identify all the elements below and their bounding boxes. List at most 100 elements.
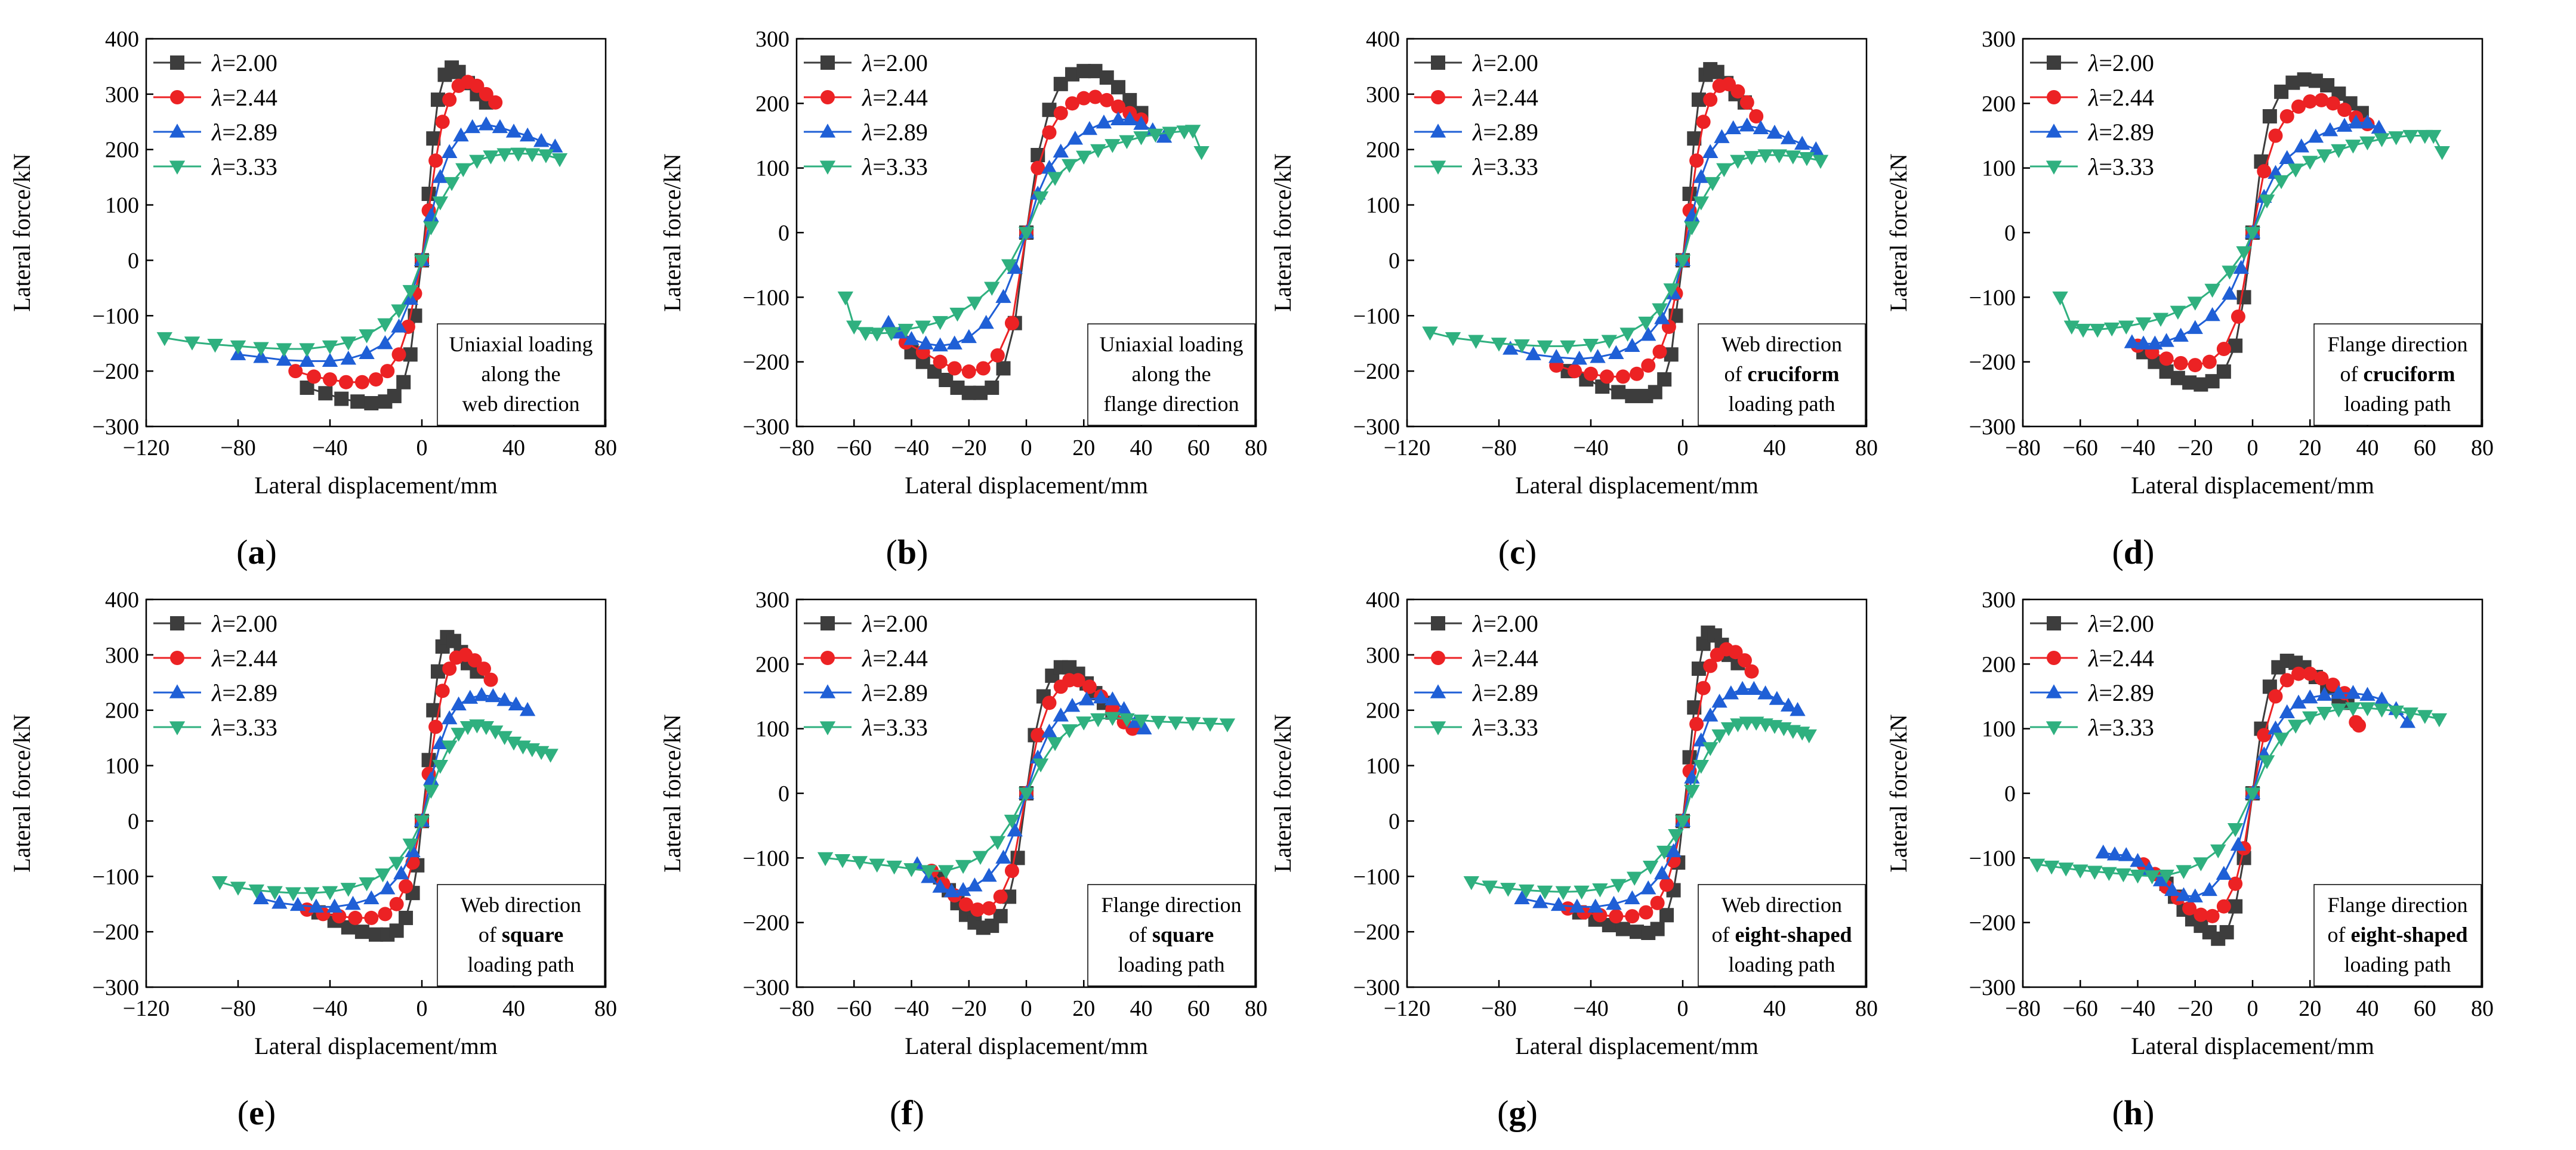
legend-label: λ=2.89 bbox=[1472, 679, 1538, 706]
series-line bbox=[2059, 135, 2443, 330]
y-tick-label: 100 bbox=[1366, 754, 1400, 779]
data-point bbox=[488, 95, 503, 110]
data-point bbox=[1716, 163, 1732, 178]
data-point bbox=[508, 696, 525, 711]
y-axis-title: Lateral force/kN bbox=[659, 714, 686, 872]
data-point bbox=[2204, 307, 2220, 321]
legend-label: λ=3.33 bbox=[1472, 714, 1538, 741]
data-point bbox=[451, 696, 467, 711]
y-axis-title: Lateral force/kN bbox=[1885, 153, 1912, 311]
series-3 bbox=[2052, 129, 2450, 338]
data-point bbox=[903, 863, 920, 877]
data-point bbox=[375, 868, 391, 883]
annotation-line: of cruciform bbox=[1724, 362, 1840, 386]
x-tick-label: −80 bbox=[2005, 996, 2040, 1021]
x-tick-label: 60 bbox=[2414, 435, 2436, 460]
data-point bbox=[1007, 823, 1023, 837]
data-point bbox=[2101, 867, 2117, 882]
data-point bbox=[2257, 728, 2272, 743]
x-axis-title: Lateral displacement/mm bbox=[1515, 1032, 1759, 1059]
data-point bbox=[423, 221, 439, 236]
data-point bbox=[2268, 689, 2283, 704]
data-point bbox=[883, 327, 900, 341]
data-point bbox=[350, 394, 365, 409]
series-line bbox=[237, 123, 556, 362]
y-tick-label: 300 bbox=[755, 27, 789, 52]
panel-label: (e) bbox=[237, 1093, 276, 1132]
data-point bbox=[519, 701, 536, 716]
data-point bbox=[1514, 890, 1530, 905]
data-point bbox=[483, 672, 498, 687]
data-point bbox=[2337, 103, 2352, 118]
data-point bbox=[1076, 150, 1092, 165]
data-point bbox=[478, 721, 494, 735]
data-point bbox=[276, 351, 292, 366]
data-point bbox=[428, 719, 443, 734]
data-point bbox=[2425, 129, 2442, 144]
series-line bbox=[1510, 125, 1816, 360]
series-3 bbox=[1422, 149, 1829, 355]
data-point bbox=[1042, 125, 1057, 140]
data-point bbox=[1696, 681, 1711, 695]
data-point bbox=[248, 884, 264, 899]
data-point bbox=[1624, 338, 1640, 352]
data-point bbox=[399, 910, 414, 925]
data-point bbox=[2316, 149, 2333, 163]
annotation-line: Flange direction bbox=[2328, 332, 2468, 356]
x-tick-label: −80 bbox=[220, 435, 255, 460]
data-point bbox=[1696, 115, 1711, 129]
data-point bbox=[2164, 882, 2180, 896]
y-axis-title: Lateral force/kN bbox=[1269, 153, 1296, 311]
data-point bbox=[2374, 133, 2390, 147]
data-point bbox=[1193, 146, 1210, 160]
data-point bbox=[2216, 364, 2231, 379]
y-tick-label: −100 bbox=[1969, 846, 2016, 871]
data-point bbox=[359, 877, 375, 892]
data-point bbox=[1004, 864, 1019, 878]
legend-marker bbox=[170, 90, 184, 104]
data-point bbox=[322, 353, 338, 367]
data-point bbox=[340, 350, 356, 365]
x-tick-label: −40 bbox=[894, 435, 929, 460]
y-axis-title: Lateral force/kN bbox=[8, 153, 35, 311]
data-point bbox=[2273, 175, 2290, 190]
legend-marker bbox=[169, 160, 186, 175]
data-point bbox=[1031, 160, 1045, 175]
data-point bbox=[958, 897, 973, 912]
data-point bbox=[396, 375, 411, 389]
data-point bbox=[1133, 131, 1149, 146]
data-point bbox=[432, 735, 448, 750]
data-point bbox=[2147, 335, 2163, 350]
series-2 bbox=[253, 687, 536, 913]
y-tick-label: 0 bbox=[1389, 809, 1400, 834]
data-point bbox=[267, 886, 283, 901]
y-tick-label: −100 bbox=[1353, 864, 1400, 889]
data-point bbox=[1739, 95, 1754, 110]
data-point bbox=[1734, 681, 1751, 695]
x-tick-label: −40 bbox=[2120, 996, 2155, 1021]
x-tick-label: 20 bbox=[2299, 996, 2321, 1021]
data-point bbox=[2244, 787, 2261, 802]
data-point bbox=[1004, 316, 1019, 330]
y-tick-label: −300 bbox=[1353, 975, 1400, 1000]
legend-marker bbox=[170, 55, 184, 70]
data-point bbox=[1156, 128, 1173, 143]
data-point bbox=[1640, 880, 1656, 895]
y-tick-label: 300 bbox=[1982, 27, 2016, 52]
x-tick-label: −120 bbox=[1384, 435, 1430, 460]
data-point bbox=[2227, 823, 2244, 837]
annotation-line: loading path bbox=[2344, 392, 2451, 416]
y-tick-label: 100 bbox=[755, 156, 789, 181]
panel-label: (a) bbox=[236, 533, 277, 571]
panel-e: −120 −80 −40 0 40 80 400 300 200 100 0 −100 −200 −300… bbox=[8, 588, 617, 1132]
legend: λ=2.00 λ=2.44 λ=2.89 λ=3.33 bbox=[2030, 610, 2154, 741]
data-point bbox=[2089, 323, 2106, 338]
data-point bbox=[359, 345, 375, 360]
legend-marker bbox=[2046, 160, 2062, 175]
annotation-line: Uniaxial loading bbox=[449, 332, 593, 356]
data-point bbox=[961, 329, 977, 344]
data-point bbox=[967, 877, 983, 892]
plot-frame bbox=[145, 598, 607, 988]
legend: λ=2.00 λ=2.44 λ=2.89 λ=3.33 bbox=[804, 50, 928, 180]
